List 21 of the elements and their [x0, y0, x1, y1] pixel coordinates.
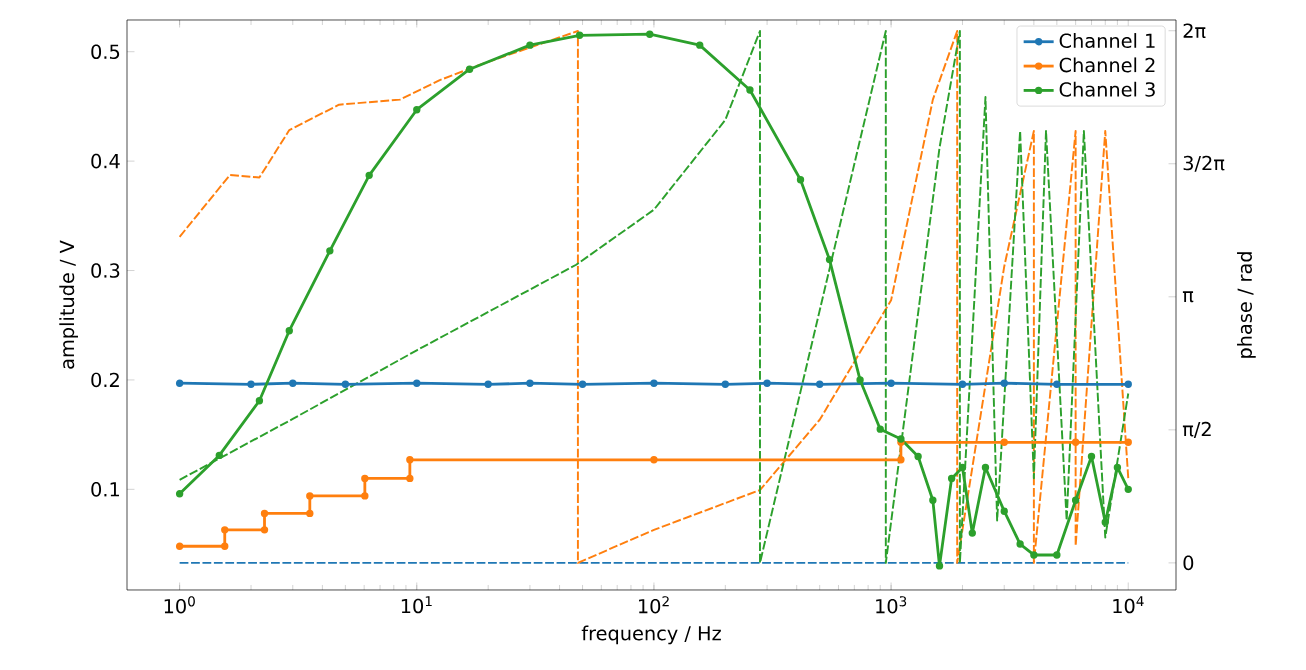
y-tick-label: 0.5: [91, 44, 120, 60]
y-tick-label: 0.2: [91, 372, 119, 388]
legend-label: Channel 3: [1059, 81, 1155, 97]
x-tick-label: 10$^{1}$: [401, 596, 432, 614]
x-tick-label: 10$^{4}$: [1113, 596, 1144, 614]
x-tick-label: 10$^{0}$: [164, 596, 195, 614]
y-tick-label: 0.1: [91, 482, 119, 497]
y2-tick-label: 0: [1183, 555, 1194, 571]
y-tick-label: 0.3: [91, 263, 120, 278]
x-tick-label: 10$^{2}$: [639, 596, 669, 614]
y2-tick-label: π: [1182, 291, 1194, 303]
x-axis-title: frequency / Hz: [581, 625, 721, 645]
y2-axis-title: phase / rad: [1237, 252, 1256, 358]
y2-tick-label: 2π: [1183, 23, 1206, 39]
legend-label: Channel 1: [1059, 33, 1155, 49]
y2-tick-label: π/2: [1182, 421, 1211, 438]
y-axis-title: amplitude / V: [59, 240, 78, 369]
legend-label: Channel 2: [1059, 57, 1155, 73]
y-tick-label: 0.4: [91, 153, 120, 169]
x-tick-label: 10$^{3}$: [876, 596, 907, 614]
y2-tick-label: 3/2π: [1183, 155, 1225, 172]
